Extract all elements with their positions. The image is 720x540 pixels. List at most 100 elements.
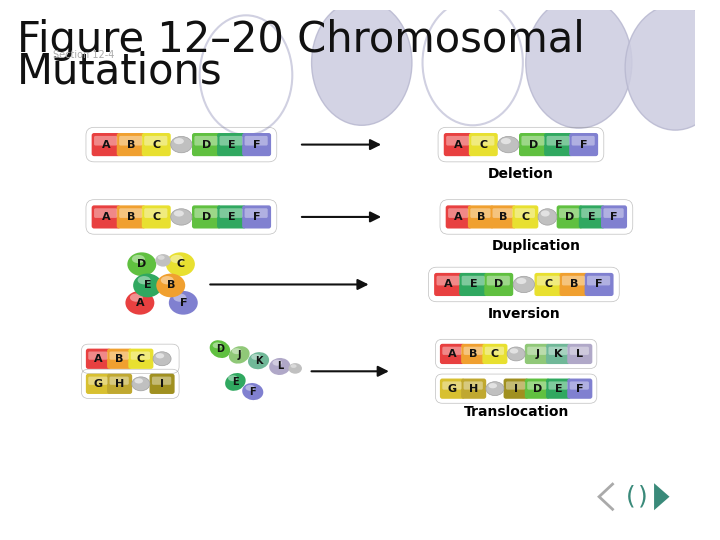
Text: ): ) xyxy=(638,485,647,509)
FancyBboxPatch shape xyxy=(107,374,132,394)
Ellipse shape xyxy=(232,348,241,354)
Text: I: I xyxy=(514,383,518,394)
Text: E: E xyxy=(228,212,235,222)
Text: (: ( xyxy=(626,485,636,509)
FancyBboxPatch shape xyxy=(570,381,589,390)
FancyBboxPatch shape xyxy=(142,205,171,228)
FancyBboxPatch shape xyxy=(527,381,546,390)
Text: D: D xyxy=(202,139,211,150)
FancyBboxPatch shape xyxy=(242,205,271,228)
Ellipse shape xyxy=(538,209,557,225)
FancyBboxPatch shape xyxy=(515,208,535,218)
Text: F: F xyxy=(611,212,618,222)
FancyBboxPatch shape xyxy=(107,349,132,369)
Text: B: B xyxy=(499,212,508,222)
FancyBboxPatch shape xyxy=(91,205,120,228)
FancyBboxPatch shape xyxy=(601,205,627,228)
Text: E: E xyxy=(554,139,562,150)
Text: I: I xyxy=(160,379,164,389)
Ellipse shape xyxy=(171,255,184,263)
Text: B: B xyxy=(115,354,124,364)
Text: C: C xyxy=(545,280,553,289)
Ellipse shape xyxy=(541,211,549,217)
Ellipse shape xyxy=(248,352,269,369)
FancyBboxPatch shape xyxy=(464,381,483,390)
Ellipse shape xyxy=(156,274,185,298)
FancyBboxPatch shape xyxy=(245,208,268,218)
Text: B: B xyxy=(477,212,485,222)
Ellipse shape xyxy=(166,252,195,276)
FancyBboxPatch shape xyxy=(117,133,145,156)
Text: L: L xyxy=(276,361,283,372)
FancyBboxPatch shape xyxy=(525,344,550,364)
FancyBboxPatch shape xyxy=(119,208,143,218)
Ellipse shape xyxy=(174,211,184,217)
FancyBboxPatch shape xyxy=(86,374,111,394)
FancyBboxPatch shape xyxy=(485,273,513,296)
FancyBboxPatch shape xyxy=(470,208,490,218)
FancyBboxPatch shape xyxy=(559,273,588,296)
Ellipse shape xyxy=(486,382,504,396)
Text: A: A xyxy=(448,349,456,359)
FancyBboxPatch shape xyxy=(462,276,485,286)
Ellipse shape xyxy=(156,254,171,267)
Ellipse shape xyxy=(242,383,264,400)
FancyBboxPatch shape xyxy=(91,133,120,156)
FancyBboxPatch shape xyxy=(549,381,568,390)
FancyBboxPatch shape xyxy=(192,205,221,228)
FancyBboxPatch shape xyxy=(89,376,107,385)
FancyBboxPatch shape xyxy=(242,133,271,156)
FancyBboxPatch shape xyxy=(144,208,167,218)
Text: A: A xyxy=(444,280,453,289)
Ellipse shape xyxy=(171,137,192,153)
Ellipse shape xyxy=(291,364,297,368)
Ellipse shape xyxy=(210,340,230,358)
Text: D: D xyxy=(565,212,575,222)
Ellipse shape xyxy=(625,5,720,130)
FancyBboxPatch shape xyxy=(579,205,605,228)
Text: D: D xyxy=(216,344,224,354)
Ellipse shape xyxy=(158,255,165,260)
Ellipse shape xyxy=(510,348,518,354)
FancyBboxPatch shape xyxy=(525,379,550,399)
Text: J: J xyxy=(536,349,539,359)
Ellipse shape xyxy=(161,276,174,285)
FancyBboxPatch shape xyxy=(440,344,465,364)
Text: J: J xyxy=(238,350,241,360)
FancyBboxPatch shape xyxy=(194,136,217,146)
FancyBboxPatch shape xyxy=(150,374,175,394)
FancyBboxPatch shape xyxy=(245,136,268,146)
Text: K: K xyxy=(255,356,262,366)
Ellipse shape xyxy=(133,274,162,298)
FancyBboxPatch shape xyxy=(544,133,573,156)
FancyBboxPatch shape xyxy=(142,133,171,156)
Text: K: K xyxy=(554,349,563,359)
Text: A: A xyxy=(454,212,463,222)
Text: B: B xyxy=(127,212,135,222)
Text: B: B xyxy=(570,280,578,289)
Ellipse shape xyxy=(174,138,184,144)
FancyBboxPatch shape xyxy=(485,347,504,355)
FancyBboxPatch shape xyxy=(448,208,469,218)
Text: F: F xyxy=(253,139,261,150)
Text: G: G xyxy=(94,379,103,389)
Text: E: E xyxy=(588,212,595,222)
Ellipse shape xyxy=(135,378,143,383)
FancyBboxPatch shape xyxy=(119,136,143,146)
Text: A: A xyxy=(102,139,110,150)
Text: E: E xyxy=(228,139,235,150)
Ellipse shape xyxy=(127,252,156,276)
Ellipse shape xyxy=(501,138,511,144)
FancyBboxPatch shape xyxy=(549,347,568,355)
FancyBboxPatch shape xyxy=(581,208,601,218)
FancyBboxPatch shape xyxy=(490,205,516,228)
Ellipse shape xyxy=(153,352,171,366)
FancyBboxPatch shape xyxy=(546,136,570,146)
Text: D: D xyxy=(138,259,146,269)
FancyBboxPatch shape xyxy=(464,347,483,355)
Ellipse shape xyxy=(526,0,632,128)
FancyBboxPatch shape xyxy=(527,347,546,355)
FancyBboxPatch shape xyxy=(446,205,472,228)
Ellipse shape xyxy=(513,276,534,293)
FancyBboxPatch shape xyxy=(519,133,548,156)
